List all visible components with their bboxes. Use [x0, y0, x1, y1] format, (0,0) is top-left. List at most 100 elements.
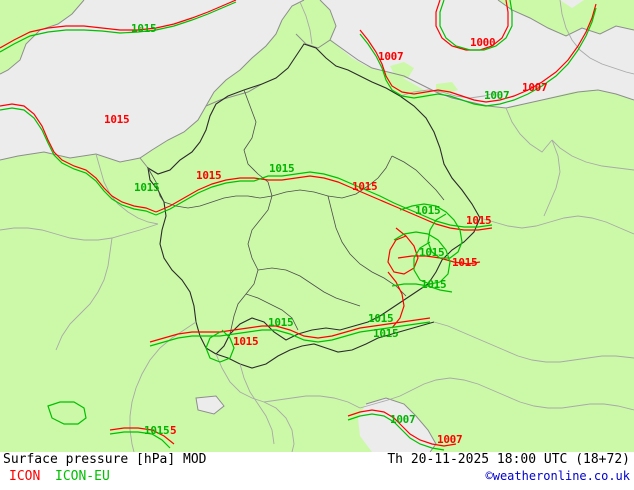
- contour-label-c11: 1015: [421, 278, 446, 291]
- border-faint-east-2: [543, 139, 561, 217]
- contour-label-c19: 1007: [484, 89, 509, 102]
- coast-north-sea: [0, 19, 283, 163]
- border-state-4: [257, 267, 361, 307]
- pressure-map[interactable]: 1015 1015 1015 1015 1015 1015 1015 1015 1015 1015…: [0, 0, 634, 452]
- border-faint-alps-inner: [239, 363, 275, 445]
- border-group-faint: [0, 0, 634, 452]
- border-faint-top-1: [299, 1, 313, 45]
- border-faint-south-2: [263, 395, 361, 409]
- border-state-1: [229, 89, 273, 335]
- border-faint-baltic-sea: [399, 89, 499, 99]
- isobar-iconeu-1007-dk: [359, 7, 597, 107]
- isobar-icon-1007-dk: [359, 3, 597, 103]
- border-state-6: [163, 195, 273, 209]
- contour-label-c03: 1015: [134, 181, 159, 194]
- contour-label-c18: 1007: [378, 50, 403, 63]
- contour-label-c14: 1015: [368, 312, 393, 325]
- isobar-icon-1015-cz: [387, 227, 419, 275]
- isobar-iconeu-1015-sw: [109, 431, 171, 449]
- contour-label-c09: 1015: [419, 246, 444, 259]
- contour-label-c05: 1015: [269, 162, 294, 175]
- border-germany: [147, 43, 481, 355]
- border-faint-fr-1: [55, 237, 113, 351]
- contour-label-c06: 1015: [352, 180, 377, 193]
- border-state-8: [147, 167, 165, 203]
- copyright-credit: ©weatheronline.co.uk: [485, 469, 631, 483]
- border-faint-south-3: [359, 377, 634, 411]
- border-faint-top-2: [505, 107, 553, 153]
- contour-label-layer: 1015 1015 1015 1015 1015 1015 1015 1015 1015 1015…: [104, 22, 548, 446]
- land-italy-nw: [300, 396, 352, 428]
- contour-label-c23: 1007: [437, 433, 462, 446]
- isobar-icon-1015-north: [0, 0, 237, 49]
- coast-adriatic: [365, 397, 437, 452]
- land-continent: [0, 2, 634, 452]
- land-britain: [0, 0, 84, 74]
- isobar-icon-1015-central: [155, 175, 493, 231]
- isobar-iconeu-1007-adriatic: [347, 413, 445, 451]
- border-group-minor: [147, 89, 445, 335]
- isobar-iconeu-1015-cz-a: [399, 203, 463, 259]
- border-faint-nl: [95, 153, 159, 225]
- isobar-iconeu-1000-baltic: [439, 0, 513, 51]
- landmass-group: [0, 0, 634, 452]
- map-canvas: 1015 1015 1015 1015 1015 1015 1015 1015 1015 1015…: [0, 0, 634, 452]
- coast-scandinavia: [497, 0, 634, 37]
- isobar-icon-1015-alps: [149, 317, 431, 343]
- legend-item-icon-eu: ICON-EU: [55, 469, 110, 484]
- border-alpine: [215, 321, 435, 369]
- isobar-iconeu-1015-cz-b: [393, 231, 451, 285]
- land-island-small: [436, 82, 458, 94]
- isobar-iconeu-1015-sw-lobe: [47, 401, 87, 425]
- border-faint-south-4: [433, 321, 634, 363]
- isobar-icon-1015-se: [387, 271, 405, 329]
- footer-title: Surface pressure [hPa] MOD: [3, 452, 207, 467]
- coast-lake-constance: [195, 395, 225, 415]
- isobar-iconeu-1015-bav: [391, 283, 453, 293]
- border-state-7: [245, 293, 299, 331]
- contour-label-c16: 1015: [144, 424, 169, 437]
- contour-label-c22: 1007: [390, 413, 415, 426]
- coast-baltic: [329, 39, 634, 109]
- contour-label-c02: 1015: [104, 113, 129, 126]
- isobar-iconeu-1015-north: [0, 1, 237, 53]
- footer-row-secondary: ICON ICON-EU ©weatheronline.co.uk: [0, 469, 634, 488]
- contour-label-c10: 1015: [452, 256, 477, 269]
- contour-label-c07: 1015: [415, 204, 440, 217]
- map-footer: Surface pressure [hPa] MOD Th 20-11-2025…: [0, 452, 634, 490]
- border-faint-east-1: [479, 215, 634, 235]
- isobar-group-icon-eu: [0, 0, 597, 451]
- border-faint-east-3: [551, 139, 634, 171]
- isobar-icon-1015-sw: [109, 427, 175, 445]
- contour-label-c15: 1015: [373, 327, 398, 340]
- isobar-iconeu-1015-alps-lobe: [205, 329, 235, 363]
- contour-label-c21: 1000: [470, 36, 495, 49]
- contour-label-c13: 1015: [233, 335, 258, 348]
- contour-label-c20: 1007: [522, 81, 547, 94]
- sea-lake-1: [196, 396, 224, 414]
- border-group-major: [147, 43, 481, 369]
- contour-label-c01: 1015: [131, 22, 156, 35]
- footer-row-primary: Surface pressure [hPa] MOD Th 20-11-2025…: [0, 452, 634, 471]
- land-scandinavia: [498, 0, 634, 36]
- isobar-icon-1007-adriatic: [347, 409, 457, 447]
- coast-britain: [0, 0, 85, 75]
- contour-label-c17: 5: [170, 424, 176, 437]
- contour-label-c04: 1015: [196, 169, 221, 182]
- border-state-3: [327, 195, 407, 297]
- isobar-icon-1015-west: [0, 103, 157, 213]
- coast-wadden: [205, 83, 263, 107]
- isobar-iconeu-1015-west: [0, 107, 157, 216]
- isobar-iconeu-1015-alps: [149, 321, 431, 347]
- legend-item-icon: ICON: [9, 469, 41, 484]
- isobar-group-icon: [0, 0, 597, 447]
- border-faint-be: [0, 223, 159, 241]
- border-state-5: [391, 155, 445, 201]
- land-denmark: [282, 0, 336, 48]
- border-state-2: [271, 155, 393, 199]
- footer-timestamp: Th 20-11-2025 18:00 UTC (18+72): [387, 452, 630, 467]
- border-faint-nordic: [559, 0, 634, 75]
- contour-label-c08: 1015: [466, 214, 491, 227]
- contour-label-c12: 1015: [268, 316, 293, 329]
